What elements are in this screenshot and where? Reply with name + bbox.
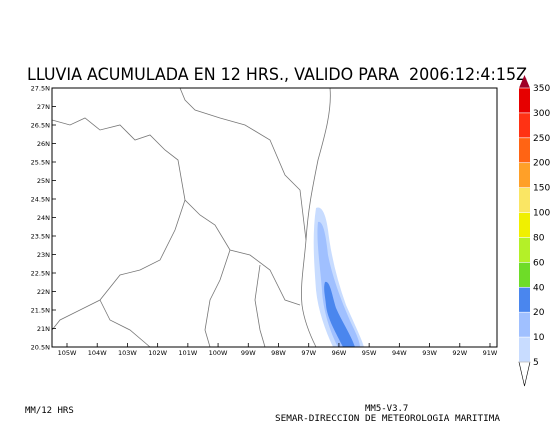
colorbar-segment [519,287,530,313]
lon-label: 92W [452,349,467,357]
lon-label: 91W [483,349,498,357]
lat-label: 23N [37,251,50,259]
lat-label: 25N [37,177,50,185]
lat-label: 26.5N [31,122,50,130]
lon-label: 101W [178,349,197,357]
colorbar-label: 250 [533,134,550,144]
lat-label: 22.5N [31,270,50,278]
colorbar-label: 80 [533,233,545,243]
lat-label: 23.5N [31,233,50,241]
colorbar-segment [519,212,530,238]
state-border [51,117,301,306]
lon-label: 97W [301,349,316,357]
lon-label: 94W [392,349,407,357]
colorbar-label: 350 [533,84,550,94]
colorbar-segment [519,88,530,113]
colorbar-segment [519,337,530,362]
colorbar-label: 200 [533,159,550,169]
footer-model: MM5-V3.7 [365,404,408,414]
lat-label: 22N [37,288,50,296]
colorbar-label: 10 [533,333,545,343]
state-border [204,249,231,348]
colorbar-label: 20 [533,308,545,318]
lon-label: 104W [88,349,107,357]
colorbar-segment [519,112,530,138]
lon-label: 93W [422,349,437,357]
lon-label: 96W [332,349,347,357]
state-border [179,87,307,241]
lon-label: 95W [362,349,377,357]
colorbar-segment [519,262,530,288]
title: LLUVIA ACUMULADA EN 12 HRS., VALIDO PARA… [27,65,527,85]
lat-label: 27.5N [31,85,50,93]
colorbar-label: 100 [533,209,550,219]
colorbar-label: 60 [533,258,545,268]
lon-label: 105W [58,349,77,357]
colorbar-segment [519,237,530,263]
lon-label: 100W [209,349,228,357]
lat-label: 21.5N [31,307,50,315]
colorbar-segment [519,312,530,338]
state-border [99,299,151,348]
lon-label: 98W [271,349,286,357]
colorbar-label: 300 [533,109,550,119]
state-border [254,264,266,348]
lon-label: 102W [148,349,167,357]
lat-label: 26N [37,140,50,148]
colorbar-top [519,75,530,88]
colorbar-label: 5 [533,358,539,368]
lat-label: 20.5N [31,344,50,352]
colorbar-label: 150 [533,184,550,194]
map-frame [51,87,498,348]
colorbar-segment [519,162,530,188]
lat-label: 24.5N [31,196,50,204]
rain-10 [317,221,360,347]
rain-20 [324,281,355,347]
footer-org: SEMAR-DIRECCION DE METEOROLOGIA MARITIMA [275,414,501,424]
lat-label: 27N [37,103,50,111]
borders [51,87,331,348]
colorbar-bottom [518,361,531,387]
colorbar-segment [519,187,530,213]
colorbar-label: 40 [533,283,545,293]
lat-label: 24N [37,214,50,222]
lat-label: 21N [37,325,50,333]
footer-units: MM/12 HRS [25,406,74,416]
colorbar-segment [519,137,530,163]
lat-label: 25.5N [31,159,50,167]
lon-label: 103W [118,349,137,357]
rain-area [313,207,364,347]
lon-label: 99W [241,349,256,357]
state-border [51,199,186,331]
